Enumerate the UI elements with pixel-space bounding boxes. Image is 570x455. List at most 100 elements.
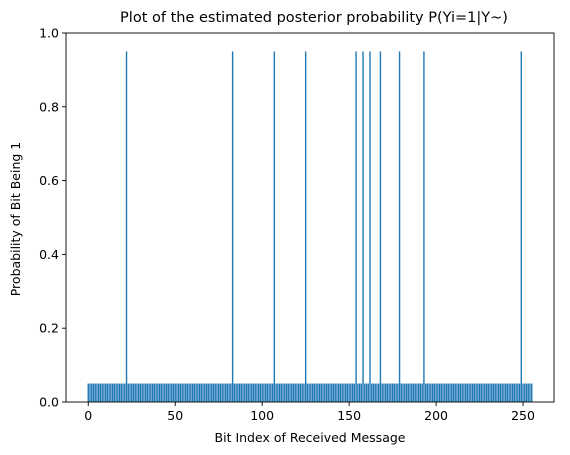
- bar-152: [351, 383, 354, 402]
- bar-18: [118, 383, 121, 402]
- bar-167: [378, 383, 380, 402]
- bar-191: [419, 383, 422, 402]
- bar-150: [348, 383, 350, 402]
- bar-133: [318, 383, 321, 402]
- bar-244: [511, 383, 514, 402]
- bar-75: [218, 383, 220, 402]
- bar-122: [299, 383, 302, 402]
- bar-87: [238, 383, 241, 402]
- bar-61: [193, 383, 196, 402]
- bar-12: [108, 383, 110, 402]
- bar-24: [129, 383, 131, 402]
- bar-231: [489, 383, 491, 402]
- bar-210: [452, 383, 455, 402]
- bar-7: [99, 383, 102, 402]
- bar-14: [111, 383, 114, 402]
- y-tick-label: 1.0: [39, 26, 59, 41]
- bar-104: [268, 383, 270, 402]
- bar-48: [171, 383, 173, 402]
- chart-title: Plot of the estimated posterior probabil…: [120, 10, 508, 26]
- bar-172: [386, 383, 389, 402]
- bar-206: [445, 383, 448, 402]
- bar-89: [242, 383, 244, 402]
- y-tick-label: 0.0: [39, 395, 59, 410]
- bar-166: [376, 383, 378, 402]
- bar-16: [115, 383, 117, 402]
- bar-250: [522, 383, 524, 402]
- bar-62: [195, 383, 197, 402]
- bar-188: [414, 383, 416, 402]
- bar-151: [350, 383, 352, 402]
- bar-13: [110, 383, 112, 402]
- bar-156: [358, 383, 361, 402]
- bar-127: [308, 383, 310, 402]
- bar-129: [311, 383, 314, 402]
- bar-171: [384, 383, 387, 402]
- bar-57: [186, 383, 189, 402]
- bar-46: [167, 383, 169, 402]
- bar-221: [471, 383, 474, 402]
- bar-25: [131, 383, 133, 402]
- bar-198: [431, 383, 434, 402]
- bar-66: [202, 383, 204, 402]
- bar-111: [280, 383, 282, 402]
- bars-group: [87, 51, 533, 402]
- bar-228: [484, 383, 486, 402]
- bar-253: [527, 383, 529, 402]
- bar-160: [365, 383, 368, 402]
- bar-114: [285, 383, 288, 402]
- axes-group: [65, 32, 555, 403]
- bar-96: [254, 383, 256, 402]
- bar-146: [341, 383, 343, 402]
- bar-2: [91, 383, 93, 402]
- bar-159: [364, 383, 366, 402]
- bar-238: [501, 383, 503, 402]
- x-tick-label: 100: [250, 408, 274, 423]
- ticks-group: 0 50 100 150 200 250 0.0 0.2 0.4 0.6 0.8 1.0: [39, 26, 535, 424]
- bar-51: [176, 383, 178, 402]
- bar-251: [524, 383, 526, 402]
- bar-86: [237, 383, 239, 402]
- bar-158: [362, 51, 364, 402]
- bar-82: [230, 383, 232, 402]
- bar-145: [339, 383, 342, 402]
- x-tick-label: 150: [337, 408, 361, 423]
- bar-80: [226, 383, 229, 402]
- bar-92: [247, 383, 249, 402]
- bar-79: [224, 383, 227, 402]
- bar-28: [136, 383, 138, 402]
- bar-168: [379, 51, 382, 402]
- bar-91: [245, 383, 248, 402]
- bar-15: [113, 383, 116, 402]
- bar-77: [221, 383, 223, 402]
- bar-247: [517, 383, 519, 402]
- bar-148: [344, 383, 347, 402]
- bar-192: [421, 383, 423, 402]
- bar-116: [289, 383, 291, 402]
- bar-155: [357, 383, 359, 402]
- bar-181: [402, 383, 404, 402]
- bar-83: [231, 51, 234, 402]
- bar-113: [284, 383, 286, 402]
- bar-236: [498, 383, 500, 402]
- bar-245: [513, 383, 516, 402]
- bar-38: [153, 383, 156, 402]
- bar-105: [270, 383, 272, 402]
- bar-102: [264, 383, 267, 402]
- y-tick-label: 0.6: [39, 173, 59, 188]
- bar-180: [400, 383, 402, 402]
- bar-72: [212, 383, 215, 402]
- bar-42: [160, 383, 162, 402]
- bar-39: [155, 383, 157, 402]
- bar-128: [310, 383, 312, 402]
- bar-85: [235, 383, 237, 402]
- bar-169: [381, 383, 383, 402]
- bar-98: [258, 383, 260, 402]
- bar-216: [463, 383, 465, 402]
- bar-219: [468, 383, 470, 402]
- x-tick-label: 250: [511, 408, 535, 423]
- bar-222: [473, 383, 476, 402]
- bar-224: [477, 383, 479, 402]
- bar-243: [510, 383, 512, 402]
- bar-233: [492, 383, 495, 402]
